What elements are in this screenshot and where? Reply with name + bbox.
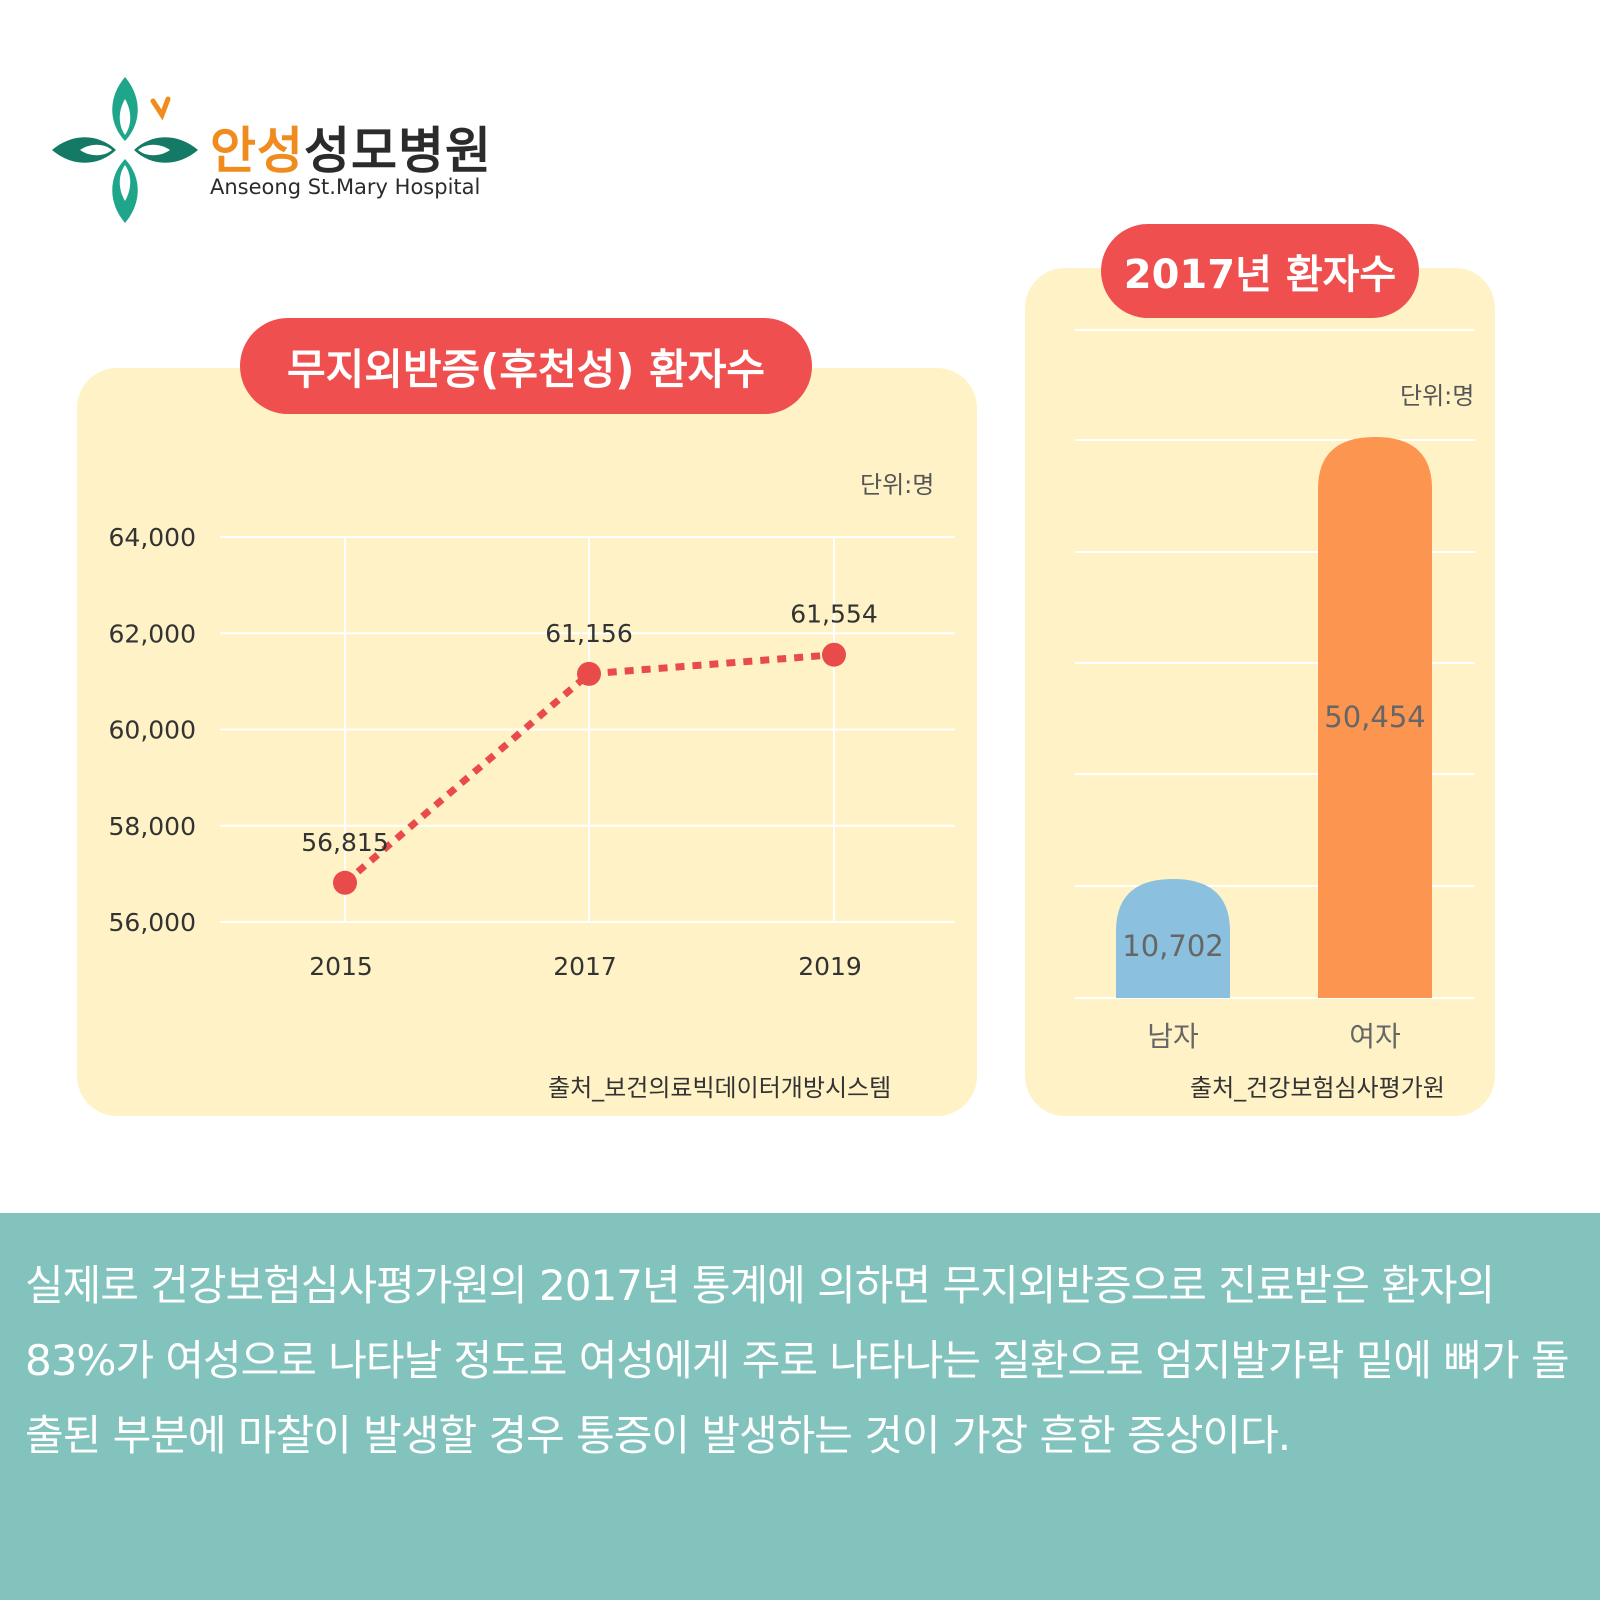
logo-name-ko: 안성성모병원 <box>210 111 492 183</box>
bar-chart-unit: 단위:명 <box>1400 382 1475 410</box>
line-chart-ytick-label: 56,000 <box>109 908 196 937</box>
line-chart-panel <box>77 368 977 1116</box>
logo-name-part2: 성모병원 <box>304 122 492 180</box>
cross-flower-icon <box>52 77 198 223</box>
hospital-logo: 안성성모병원 Anseong St.Mary Hospital <box>50 75 492 225</box>
description-band: 실제로 건강보험심사평가원의 2017년 통계에 의하면 무지외반증으로 진료받… <box>0 1213 1600 1600</box>
bar-chart-data-label: 50,454 <box>1324 700 1425 734</box>
bar-chart-bar <box>1318 437 1432 998</box>
line-chart-ytick-label: 58,000 <box>109 812 196 841</box>
line-chart-data-label: 61,554 <box>790 600 877 629</box>
line-chart-xtick-label: 2015 <box>309 952 373 981</box>
line-chart-data-label: 61,156 <box>545 619 632 648</box>
line-chart-ytick-label: 62,000 <box>109 619 196 648</box>
line-chart-title: 무지외반증(후천성) 환자수 <box>240 318 812 414</box>
line-chart-ytick-label: 60,000 <box>109 716 196 745</box>
line-chart-xtick-label: 2019 <box>798 952 862 981</box>
bar-chart-title: 2017년 환자수 <box>1101 224 1419 318</box>
line-chart-point <box>333 870 357 895</box>
charts-canvas: 64,000 62,000 60,000 58,000 56,000 2015 2017 20… <box>109 329 1475 1053</box>
description-text: 실제로 건강보험심사평가원의 2017년 통계에 의하면 무지외반증으로 진료받… <box>25 1261 1570 1460</box>
logo-name-en: Anseong St.Mary Hospital <box>210 175 481 199</box>
line-chart-data-label: 56,815 <box>301 828 388 857</box>
bar-chart-bar <box>1116 879 1230 998</box>
line-chart-unit: 단위:명 <box>860 471 935 499</box>
bar-chart-data-label: 10,702 <box>1122 929 1223 963</box>
line-chart-point <box>577 661 601 686</box>
line-chart-series <box>342 651 835 886</box>
bar-chart-category-label: 남자 <box>1147 1020 1199 1053</box>
logo-name-part1: 안성 <box>210 122 304 180</box>
line-chart-point <box>822 642 846 667</box>
line-chart-xtick-label: 2017 <box>553 952 617 981</box>
bar-chart-source: 출처_건강보험심사평가원 <box>1190 1074 1445 1102</box>
line-chart-ytick-label: 64,000 <box>109 523 196 552</box>
bar-chart-category-label: 여자 <box>1349 1020 1401 1053</box>
line-chart-source: 출처_보건의료빅데이터개방시스템 <box>548 1074 892 1102</box>
